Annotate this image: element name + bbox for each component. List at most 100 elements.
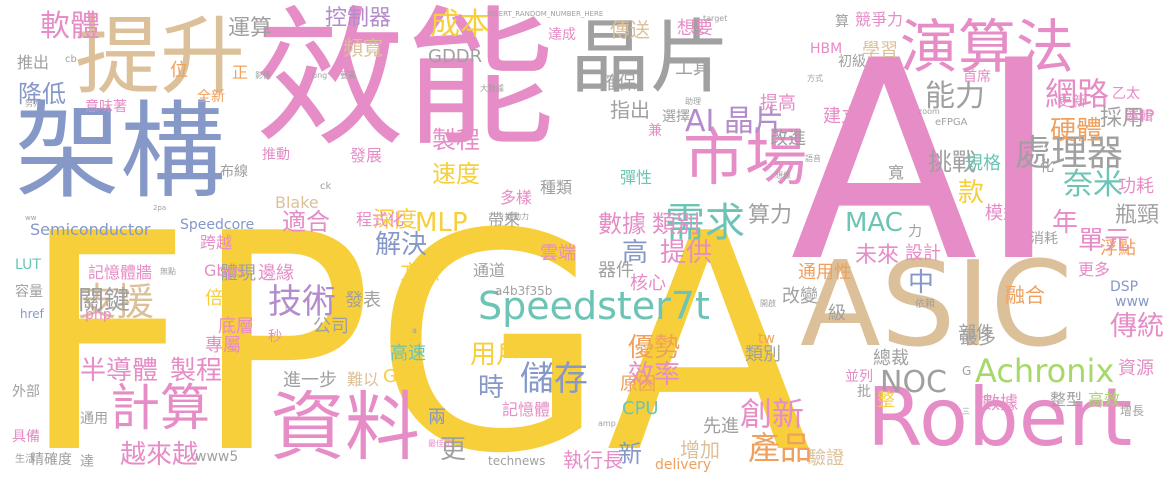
cloud-word: 最多: [960, 328, 996, 349]
cloud-word: 要素: [340, 71, 356, 80]
cloud-word: 製程: [170, 356, 223, 386]
cloud-word: 奈米: [1063, 167, 1123, 202]
cloud-word: 首席: [963, 69, 991, 85]
cloud-word: 達: [80, 454, 94, 470]
cloud-word: 降低: [18, 80, 66, 108]
cloud-word: CPU: [622, 398, 659, 419]
cloud-word: 模型: [985, 203, 1021, 224]
cloud-word: 雲端: [540, 243, 576, 264]
cloud-word: 增加: [680, 438, 720, 462]
cloud-word: 器件: [598, 260, 634, 281]
cloud-word: 精確度: [30, 452, 72, 468]
cloud-word: 越來越: [120, 440, 199, 470]
cloud-word: 架構: [15, 91, 226, 213]
cloud-word: 深度: [373, 208, 418, 233]
cloud-word: tw: [758, 331, 775, 347]
cloud-word: 速度: [432, 160, 480, 188]
cloud-word: a: [412, 326, 417, 335]
cloud-word: www: [1115, 294, 1150, 310]
cloud-word: 外部: [12, 384, 40, 400]
cloud-word: 改變: [782, 286, 818, 307]
cloud-word: target: [703, 14, 728, 23]
cloud-word: 增長: [1120, 404, 1145, 418]
cloud-word: HBM: [810, 41, 843, 57]
cloud-word: 大數據: [480, 84, 504, 93]
cloud-word: 提升: [75, 8, 246, 107]
cloud-word: 推動: [262, 147, 290, 163]
cloud-word: 種類: [540, 178, 573, 197]
cloud-word: 時: [478, 373, 505, 403]
cloud-word: 軟體: [40, 9, 100, 44]
cloud-word: 力: [908, 224, 922, 240]
cloud-word: 寬: [888, 163, 905, 182]
cloud-word: 確保: [600, 73, 636, 94]
cloud-word: 底層: [218, 316, 254, 337]
cloud-word: 努力: [25, 99, 41, 108]
cloud-word: 位: [170, 60, 188, 81]
cloud-word: 半導體: [80, 356, 159, 386]
cloud-word: 方法: [400, 260, 440, 284]
cloud-word: 意味著: [85, 99, 127, 115]
cloud-word: 初級: [838, 54, 866, 70]
cloud-word: 新: [618, 440, 642, 468]
cloud-word: 能力: [925, 79, 985, 114]
cloud-word: png: [312, 71, 328, 80]
cloud-word: 方式: [807, 74, 823, 83]
cloud-word: 發表: [345, 290, 381, 311]
cloud-word: 更: [440, 435, 467, 465]
cloud-word: 記憶體牆: [88, 263, 153, 282]
cloud-word: 進一步: [283, 370, 337, 391]
cloud-word: 整: [877, 390, 895, 411]
cloud-word: 三: [962, 407, 970, 416]
cloud-word: 建立: [823, 106, 859, 127]
cloud-word: 影像: [255, 71, 271, 80]
cloud-word: 跨越: [200, 233, 233, 252]
cloud-word: 競爭力: [855, 10, 904, 29]
cloud-word: 2pa: [153, 204, 167, 212]
cloud-word: 網路: [1045, 75, 1110, 113]
cloud-word: 類別: [745, 344, 781, 365]
cloud-word: 體現: [220, 263, 256, 284]
cloud-word: 類別: [652, 210, 700, 238]
cloud-word: 需求: [665, 200, 745, 246]
cloud-word: 處理器: [1015, 133, 1124, 174]
cloud-word: technews: [488, 454, 546, 468]
cloud-word: G: [962, 364, 972, 378]
cloud-word: 提高: [760, 93, 796, 114]
cloud-word: 生活: [15, 454, 35, 465]
cloud-word: 先進: [703, 416, 739, 437]
cloud-word: 傳統: [1110, 311, 1164, 342]
cloud-word: 關鍵: [78, 286, 131, 316]
cloud-word: 數據: [982, 393, 1018, 414]
cloud-word: 瓶頸: [1115, 203, 1160, 228]
cloud-word: cb: [65, 54, 77, 65]
cloud-word: 程式化: [356, 210, 405, 229]
cloud-word: 資料: [270, 383, 421, 471]
cloud-word: 選擇: [662, 109, 690, 125]
cloud-word: ck: [320, 181, 332, 192]
cloud-word: Gbps: [204, 261, 246, 280]
cloud-word: 具備: [12, 429, 40, 445]
cloud-word: 全新: [197, 89, 225, 105]
cloud-word: 款: [958, 178, 985, 208]
cloud-word: 中: [908, 268, 935, 298]
cloud-word: href: [20, 307, 44, 321]
cloud-word: 助理: [685, 97, 701, 106]
cloud-word: ASIC: [800, 235, 1073, 373]
cloud-word: 工具: [675, 58, 711, 79]
cloud-word: 創新: [740, 395, 805, 433]
cloud-word: 邊緣: [258, 263, 294, 284]
cloud-word: 總裁: [873, 348, 909, 369]
cloud-word: 部件: [958, 323, 994, 344]
cloud-word: a4b3f35b: [495, 284, 553, 298]
cloud-word: 無點: [160, 267, 176, 276]
cloud-word: 通用性: [798, 262, 852, 283]
cloud-word: 製程: [432, 126, 480, 154]
cloud-word: 學習: [862, 40, 898, 61]
cloud-word: 驗證: [808, 448, 844, 469]
cloud-word: Speedcore: [180, 217, 255, 233]
cloud-word: 融合: [1005, 283, 1045, 307]
cloud-word: 消耗: [1030, 231, 1058, 247]
cloud-word: 依賴: [915, 299, 935, 310]
